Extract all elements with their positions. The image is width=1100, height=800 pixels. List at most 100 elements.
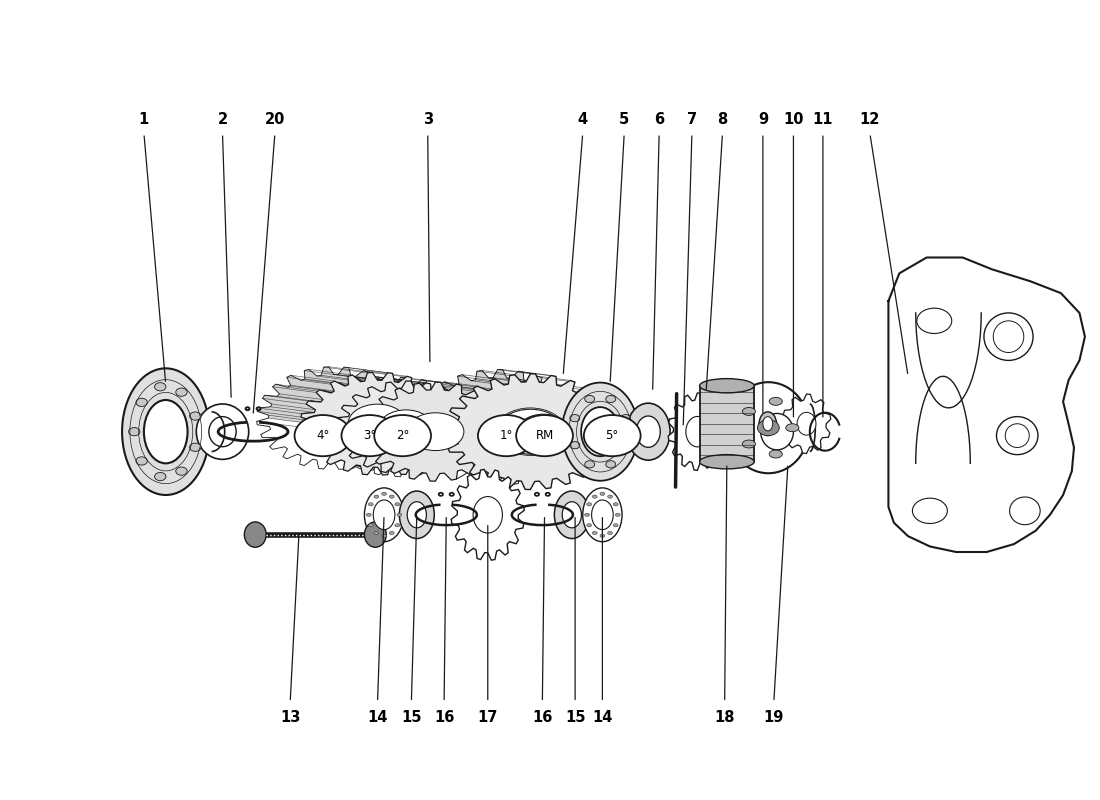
Text: 12: 12 bbox=[860, 112, 880, 127]
Text: RM: RM bbox=[536, 429, 553, 442]
Circle shape bbox=[189, 412, 201, 420]
Ellipse shape bbox=[378, 410, 433, 446]
Ellipse shape bbox=[364, 522, 386, 547]
Text: 4°: 4° bbox=[316, 429, 330, 442]
Circle shape bbox=[620, 414, 630, 422]
Polygon shape bbox=[412, 370, 616, 432]
Ellipse shape bbox=[122, 368, 209, 495]
Polygon shape bbox=[257, 366, 454, 424]
Circle shape bbox=[546, 493, 550, 496]
Text: 1°: 1° bbox=[499, 429, 513, 442]
Text: 11: 11 bbox=[813, 112, 833, 127]
Ellipse shape bbox=[395, 502, 399, 506]
Ellipse shape bbox=[374, 495, 378, 498]
Ellipse shape bbox=[592, 531, 597, 534]
Ellipse shape bbox=[448, 416, 468, 447]
Ellipse shape bbox=[368, 524, 373, 527]
Ellipse shape bbox=[769, 450, 782, 458]
Polygon shape bbox=[336, 381, 476, 474]
Text: 13: 13 bbox=[280, 710, 300, 726]
Text: 5°: 5° bbox=[606, 429, 619, 442]
Text: 2°: 2° bbox=[396, 429, 409, 442]
Ellipse shape bbox=[517, 414, 570, 449]
Polygon shape bbox=[444, 374, 616, 490]
Ellipse shape bbox=[382, 534, 386, 538]
Ellipse shape bbox=[607, 495, 613, 498]
Ellipse shape bbox=[382, 492, 386, 495]
Circle shape bbox=[584, 415, 640, 456]
Text: 2: 2 bbox=[218, 112, 228, 127]
Ellipse shape bbox=[389, 531, 394, 534]
Text: 7: 7 bbox=[686, 112, 697, 127]
Ellipse shape bbox=[983, 313, 1033, 361]
Ellipse shape bbox=[613, 502, 618, 506]
Circle shape bbox=[758, 420, 779, 436]
Text: 14: 14 bbox=[367, 710, 387, 726]
Ellipse shape bbox=[584, 513, 590, 517]
Ellipse shape bbox=[600, 534, 605, 538]
Ellipse shape bbox=[785, 424, 799, 432]
Ellipse shape bbox=[407, 502, 427, 528]
Text: 3°: 3° bbox=[363, 429, 376, 442]
Ellipse shape bbox=[407, 413, 464, 450]
Circle shape bbox=[155, 473, 166, 481]
Ellipse shape bbox=[375, 416, 484, 447]
Ellipse shape bbox=[366, 513, 371, 517]
Circle shape bbox=[155, 382, 166, 391]
Circle shape bbox=[606, 395, 616, 402]
Polygon shape bbox=[302, 377, 476, 428]
Ellipse shape bbox=[389, 495, 394, 498]
Text: 10: 10 bbox=[783, 112, 804, 127]
Ellipse shape bbox=[700, 454, 755, 469]
Ellipse shape bbox=[562, 382, 638, 481]
Bar bbox=[700, 386, 755, 462]
Polygon shape bbox=[361, 382, 510, 481]
Ellipse shape bbox=[244, 522, 266, 547]
Text: 6: 6 bbox=[654, 112, 664, 127]
Circle shape bbox=[606, 461, 616, 468]
Text: 14: 14 bbox=[592, 710, 613, 726]
Ellipse shape bbox=[209, 417, 236, 446]
Ellipse shape bbox=[364, 488, 404, 542]
Ellipse shape bbox=[554, 491, 590, 538]
Ellipse shape bbox=[583, 488, 623, 542]
Ellipse shape bbox=[144, 400, 188, 463]
Ellipse shape bbox=[727, 382, 810, 474]
Ellipse shape bbox=[371, 408, 390, 439]
Circle shape bbox=[129, 427, 140, 436]
Ellipse shape bbox=[399, 491, 435, 538]
Ellipse shape bbox=[581, 407, 619, 456]
Ellipse shape bbox=[798, 412, 816, 435]
Ellipse shape bbox=[397, 513, 401, 517]
Circle shape bbox=[136, 398, 147, 406]
Text: 4: 4 bbox=[578, 112, 587, 127]
Ellipse shape bbox=[592, 495, 597, 498]
Circle shape bbox=[585, 461, 595, 468]
Circle shape bbox=[570, 442, 580, 449]
Circle shape bbox=[477, 415, 535, 456]
Circle shape bbox=[535, 493, 539, 496]
Text: 19: 19 bbox=[763, 710, 784, 726]
Circle shape bbox=[516, 415, 573, 456]
Ellipse shape bbox=[497, 410, 564, 454]
Polygon shape bbox=[451, 470, 525, 560]
Polygon shape bbox=[327, 378, 510, 432]
Circle shape bbox=[176, 467, 187, 475]
Circle shape bbox=[570, 414, 580, 422]
Circle shape bbox=[585, 395, 595, 402]
Ellipse shape bbox=[761, 414, 793, 450]
Ellipse shape bbox=[626, 403, 670, 460]
Ellipse shape bbox=[586, 502, 592, 506]
Ellipse shape bbox=[196, 404, 249, 459]
Text: 9: 9 bbox=[758, 112, 768, 127]
Circle shape bbox=[450, 493, 454, 496]
Ellipse shape bbox=[769, 398, 782, 406]
Text: 5: 5 bbox=[619, 112, 629, 127]
Text: 18: 18 bbox=[714, 710, 735, 726]
Ellipse shape bbox=[600, 492, 605, 495]
Polygon shape bbox=[782, 394, 830, 454]
Text: 15: 15 bbox=[565, 710, 585, 726]
Circle shape bbox=[916, 308, 952, 334]
Ellipse shape bbox=[395, 524, 399, 527]
Text: 15: 15 bbox=[402, 710, 421, 726]
